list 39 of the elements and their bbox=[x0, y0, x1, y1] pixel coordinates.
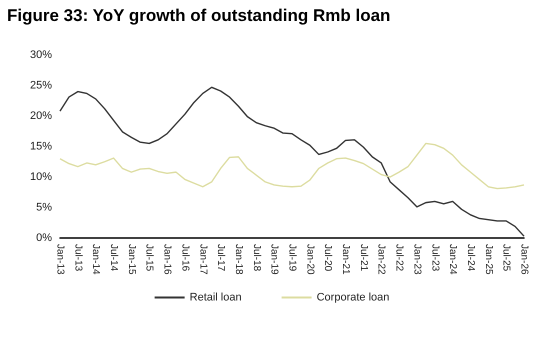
x-tick-label: Jul-24 bbox=[464, 244, 476, 272]
y-tick-label: 25% bbox=[30, 80, 52, 92]
y-tick-label: 5% bbox=[36, 202, 52, 214]
line-series bbox=[59, 142, 525, 190]
x-tick-label: Jul-23 bbox=[429, 244, 440, 272]
legend-label: Corporate loan bbox=[316, 292, 390, 304]
x-tick-label: Jan-25 bbox=[482, 244, 494, 276]
y-tick-label: 15% bbox=[30, 140, 52, 152]
y-tick-label: 0% bbox=[36, 232, 52, 244]
x-tick-label: Jan-16 bbox=[162, 244, 173, 276]
chart-title: Figure 33: YoY growth of outstanding Rmb loan bbox=[7, 6, 390, 25]
x-tick-label: Jul-19 bbox=[286, 244, 298, 272]
x-tick-label: Jan-23 bbox=[411, 244, 422, 276]
x-tick-label: Jul-14 bbox=[108, 244, 120, 272]
x-tick-label: Jan-18 bbox=[232, 244, 244, 276]
x-tick-label: Jan-17 bbox=[197, 244, 208, 276]
y-tick-label: 10% bbox=[30, 171, 52, 183]
x-tick-label: Jan-26 bbox=[518, 244, 530, 276]
x-tick-label: Jan-20 bbox=[304, 244, 316, 276]
x-tick-label: Jul-15 bbox=[144, 244, 155, 272]
y-tick-label: 30% bbox=[30, 49, 52, 61]
x-tick-label: Jul-22 bbox=[394, 244, 405, 272]
x-tick-label: Jul-16 bbox=[179, 244, 190, 272]
x-tick-label: Jan-13 bbox=[54, 244, 66, 276]
x-tick-label: Jan-19 bbox=[268, 244, 280, 276]
legend-label: Retail loan bbox=[190, 292, 242, 304]
x-tick-label: Jan-21 bbox=[340, 244, 352, 276]
x-tick-label: Jul-25 bbox=[500, 244, 512, 272]
x-tick-label: Jul-18 bbox=[250, 244, 262, 272]
x-tick-label: Jan-24 bbox=[447, 244, 458, 276]
x-tick-label: Jan-15 bbox=[126, 244, 137, 276]
x-tick-label: Jan-22 bbox=[376, 244, 387, 276]
y-tick-label: 20% bbox=[30, 110, 52, 122]
x-tick-label: Jul-13 bbox=[72, 244, 84, 272]
line-series bbox=[59, 86, 525, 237]
x-tick-label: Jul-17 bbox=[215, 244, 226, 272]
x-tick-label: Jul-20 bbox=[322, 244, 334, 272]
x-tick-label: Jul-21 bbox=[358, 244, 369, 272]
x-tick-label: Jan-14 bbox=[90, 244, 102, 276]
